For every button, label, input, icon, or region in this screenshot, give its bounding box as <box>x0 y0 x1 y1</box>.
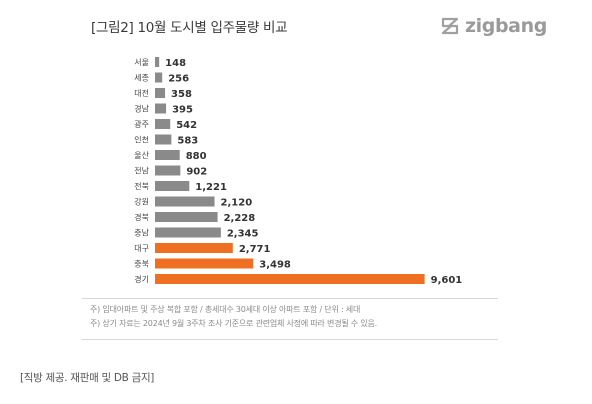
data-label: 395 <box>172 105 193 116</box>
bar <box>155 72 163 83</box>
bar <box>155 119 171 129</box>
bar <box>155 150 180 160</box>
bar <box>155 196 215 207</box>
category-label: 경남 <box>134 104 149 114</box>
data-label: 256 <box>168 74 189 85</box>
data-label: 358 <box>171 89 192 100</box>
data-label: 2,228 <box>224 213 256 224</box>
data-label: 2,120 <box>221 198 253 209</box>
category-label: 울산 <box>134 150 149 160</box>
data-label: 1,221 <box>195 182 227 193</box>
zigbang-logo-icon <box>440 16 460 36</box>
category-label: 충남 <box>134 229 149 238</box>
category-label: 대구 <box>134 244 149 253</box>
bar <box>155 243 233 253</box>
bar <box>155 181 190 191</box>
footnotes: 주) 임대아파트 및 주상 복합 포함 / 총세대수 30세대 이상 아파트 포… <box>82 298 498 340</box>
data-label: 902 <box>186 167 207 178</box>
bar <box>155 88 166 98</box>
bar <box>155 274 425 284</box>
bar-chart: 서울 148 세종 256 대전 358 경남 395 광주 542 인천 583 울산 880 전남 902… <box>0 40 592 311</box>
bar <box>155 57 160 67</box>
category-label: 세종 <box>134 74 149 83</box>
bar <box>155 258 254 269</box>
data-label: 2,771 <box>239 244 271 255</box>
category-label: 강원 <box>134 197 149 207</box>
brand-name: zigbang <box>465 15 547 37</box>
category-label: 대전 <box>134 88 149 98</box>
category-label: 충북 <box>134 260 149 269</box>
footnote-2: 주) 상기 자료는 2024년 9월 3주차 조사 기준으로 관련업체 사정에 … <box>90 319 378 328</box>
data-label: 880 <box>186 151 207 162</box>
data-label: 9,601 <box>431 275 463 286</box>
category-label: 경기 <box>134 274 149 284</box>
bar <box>155 103 167 114</box>
source-credit: [직방 제공. 재판매 및 DB 금지] <box>20 372 155 384</box>
data-label: 2,345 <box>227 229 259 240</box>
category-label: 전북 <box>134 181 149 191</box>
data-label: 583 <box>177 136 198 147</box>
data-label: 3,498 <box>259 260 291 271</box>
bar <box>155 165 181 176</box>
category-label: 서울 <box>134 58 149 67</box>
brand-logo: zigbang <box>440 14 547 38</box>
category-label: 광주 <box>134 119 149 129</box>
bar <box>155 212 218 222</box>
data-label: 148 <box>165 58 186 69</box>
footnote-1: 주) 임대아파트 및 주상 복합 포함 / 총세대수 30세대 이상 아파트 포… <box>90 305 361 314</box>
category-label: 경북 <box>134 212 149 222</box>
data-label: 542 <box>176 120 197 131</box>
figure-title: [그림2] 10월 도시별 입주물량 비교 <box>91 20 288 36</box>
bar <box>155 134 172 145</box>
bar-chart-svg: 서울 148 세종 256 대전 358 경남 395 광주 542 인천 583 울산 880 전남 902… <box>134 57 506 311</box>
category-label: 전남 <box>134 166 149 176</box>
category-label: 인천 <box>134 135 149 145</box>
bar <box>155 227 221 238</box>
